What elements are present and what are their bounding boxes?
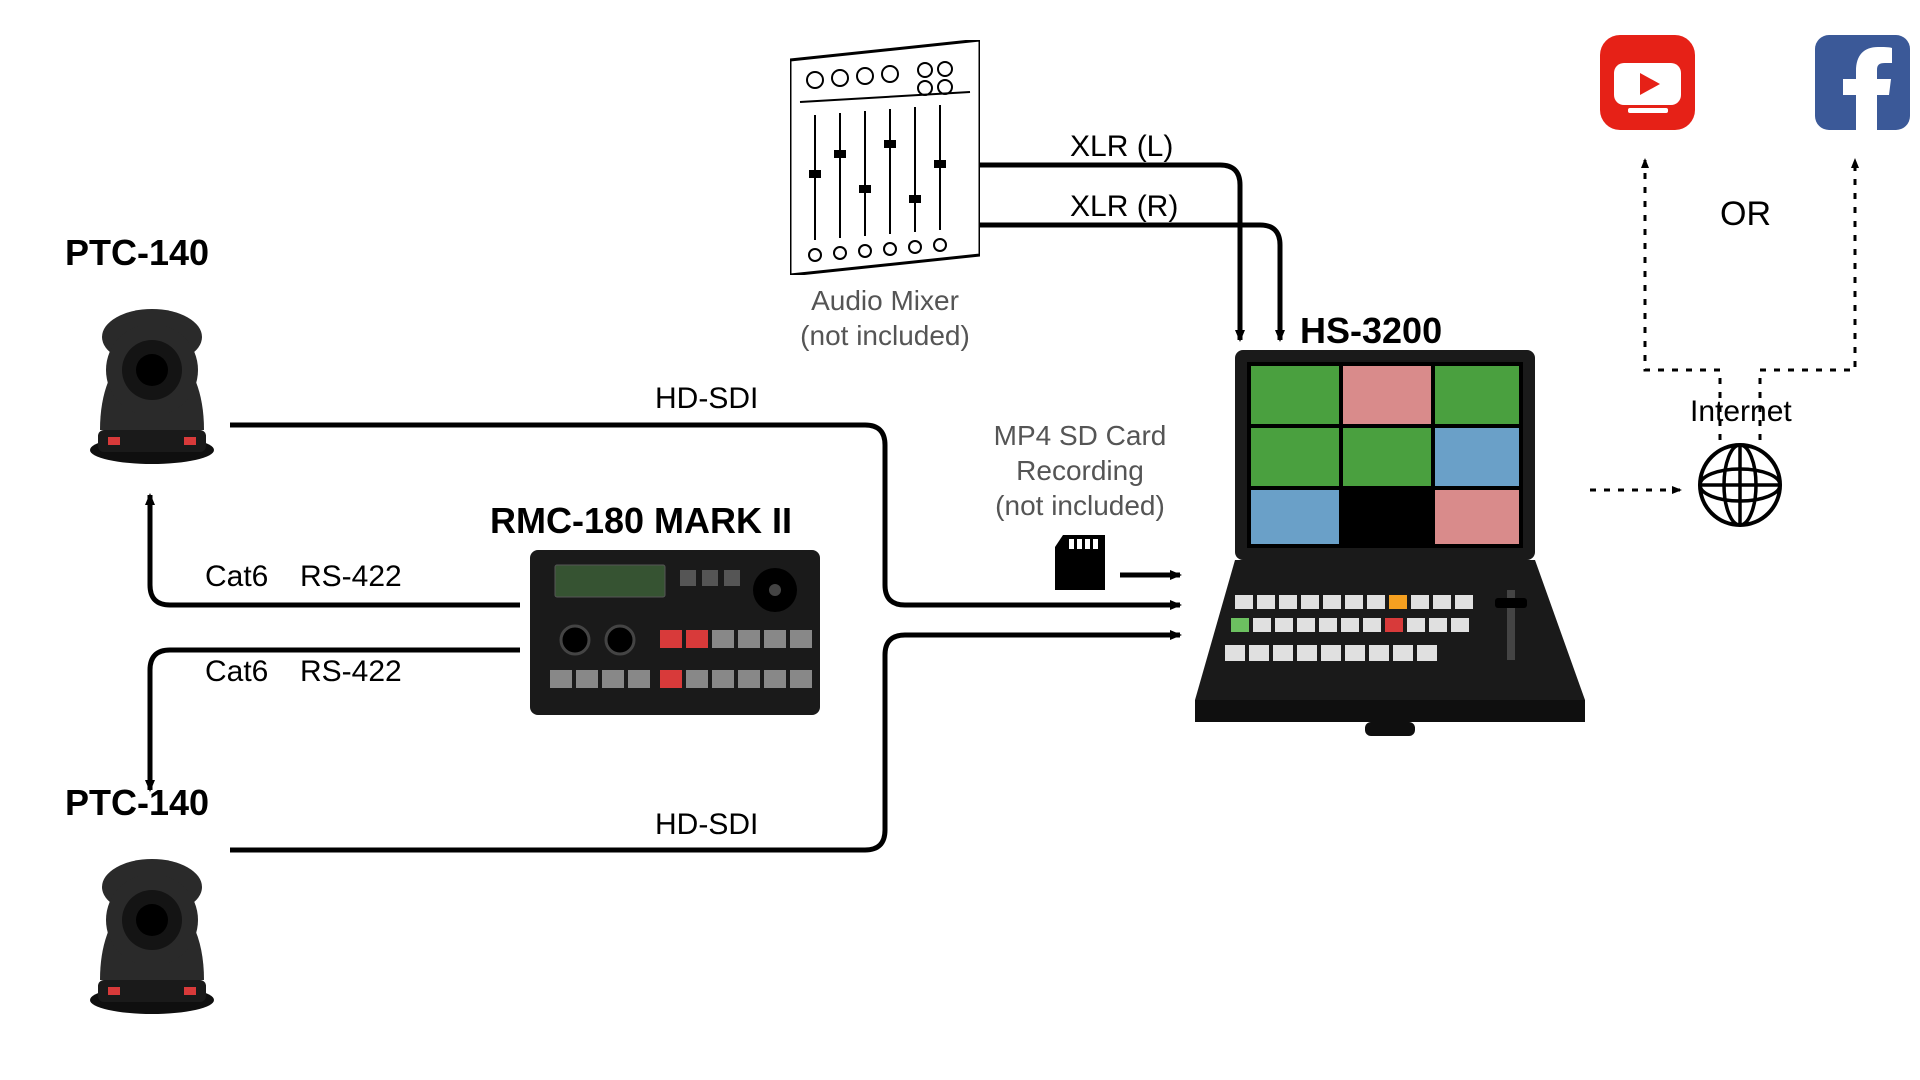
sd-line3: (not included) (970, 490, 1190, 522)
camera1-icon (80, 275, 225, 470)
rs422-2-label: RS-422 (300, 655, 402, 689)
audio-mixer-icon (790, 40, 980, 275)
audio-mixer-subtitle: (not included) (790, 320, 980, 352)
controller-icon (530, 550, 820, 715)
hdsdi2-label: HD-SDI (655, 808, 758, 842)
switcher-icon (1195, 350, 1585, 740)
camera1-title: PTC-140 (65, 232, 209, 274)
youtube-icon (1600, 35, 1695, 130)
audio-mixer-title: Audio Mixer (790, 285, 980, 317)
hdsdi1-label: HD-SDI (655, 382, 758, 416)
switcher-title: HS-3200 (1300, 310, 1442, 352)
cat6-1-label: Cat6 (205, 560, 268, 594)
sd-line2: Recording (970, 455, 1190, 487)
cat6-2-label: Cat6 (205, 655, 268, 689)
sd-line1: MP4 SD Card (970, 420, 1190, 452)
facebook-icon (1815, 35, 1910, 130)
xlr-r-label: XLR (R) (1070, 190, 1178, 224)
rs422-1-label: RS-422 (300, 560, 402, 594)
internet-label: Internet (1690, 395, 1792, 429)
camera2-title: PTC-140 (65, 782, 209, 824)
controller-title: RMC-180 MARK II (490, 500, 792, 542)
xlr-l-label: XLR (L) (1070, 130, 1173, 164)
camera2-icon (80, 825, 225, 1020)
or-label: OR (1720, 195, 1771, 234)
globe-icon (1695, 440, 1785, 530)
diagram-canvas: PTC-140 PTC-140 RMC-180 MARK II (0, 0, 1920, 1080)
sd-card-icon (1055, 535, 1105, 590)
